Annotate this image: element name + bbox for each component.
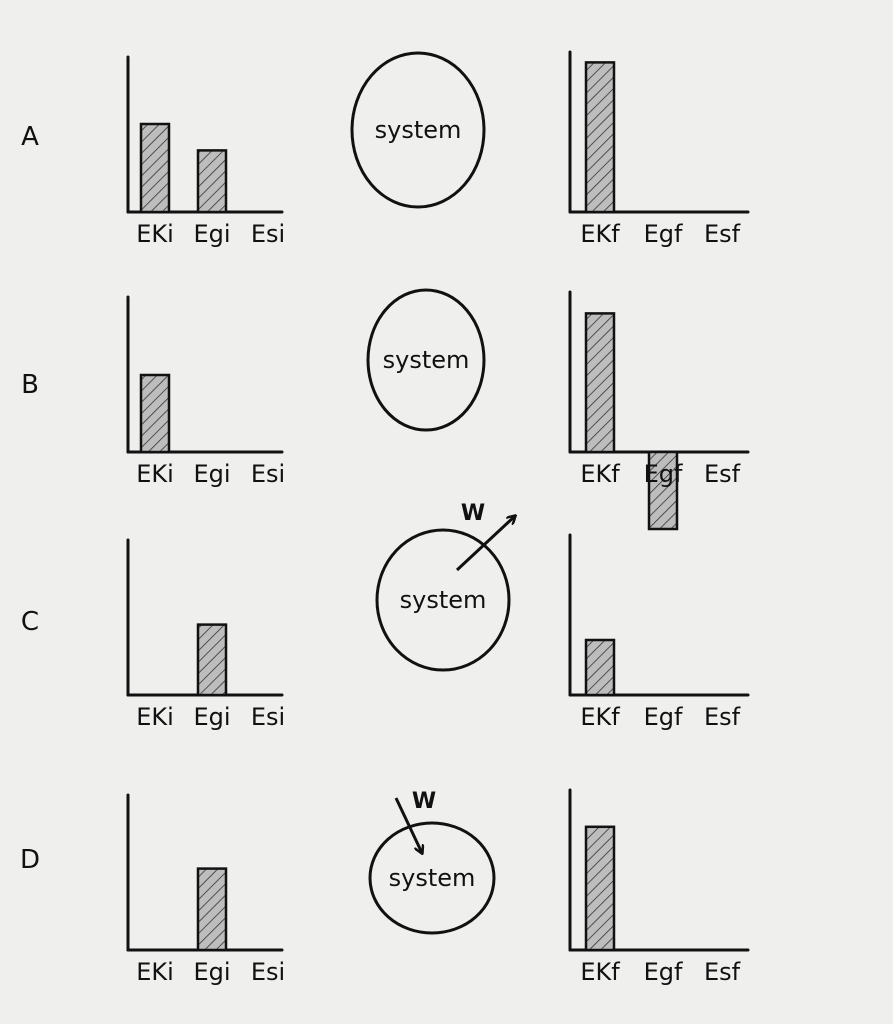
system-label: system — [383, 346, 470, 374]
tick-label: Egi — [193, 703, 230, 731]
tick-label: Egf — [644, 220, 683, 248]
system-label: system — [389, 864, 476, 892]
tick-label: EKf — [580, 220, 620, 248]
energy-chart-final: EKf Egf Esf — [568, 50, 750, 248]
tick-label: Esf — [704, 958, 741, 986]
tick-label: EKf — [580, 460, 620, 488]
tick-label: EKf — [580, 703, 620, 731]
row-label: A — [21, 122, 39, 152]
tick-label: Esi — [251, 703, 285, 731]
tick-label: EKi — [136, 958, 174, 986]
energy-bar — [584, 61, 616, 214]
energy-bar — [584, 638, 616, 697]
energy-chart-final: EKf Egf Esf — [568, 788, 750, 986]
tick-label: Egf — [644, 703, 683, 731]
tick-label: Esi — [251, 220, 285, 248]
tick-label: EKi — [136, 220, 174, 248]
energy-bar — [584, 312, 616, 454]
energy-chart-final: EKf Egf Esf — [568, 533, 750, 731]
system-circle — [350, 51, 486, 209]
energy-bar — [139, 373, 171, 454]
tick-label: EKi — [136, 703, 174, 731]
work-arrow — [455, 516, 515, 572]
tick-label: Egi — [193, 958, 230, 986]
tick-label: Esf — [704, 460, 741, 488]
work-arrow — [394, 797, 422, 853]
tick-label: Esi — [251, 460, 285, 488]
energy-bar — [584, 825, 616, 952]
system-circle — [375, 528, 511, 672]
tick-label: Esf — [704, 220, 741, 248]
tick-label: Esi — [251, 958, 285, 986]
system-circle — [368, 821, 496, 935]
tick-label: Egf — [644, 958, 683, 986]
tick-label: Egi — [193, 220, 230, 248]
tick-label: Egf — [644, 460, 683, 488]
row-label: C — [21, 607, 39, 637]
tick-label: Esf — [704, 703, 741, 731]
tick-label: EKi — [136, 460, 174, 488]
system-label: system — [375, 116, 462, 144]
work-label: W — [412, 789, 436, 814]
system-label: system — [400, 586, 487, 614]
energy-chart-final: EKf Egf Esf — [568, 290, 750, 531]
row-label: B — [21, 370, 39, 400]
system-circle — [366, 288, 486, 432]
energy-bar — [196, 623, 228, 697]
energy-bar — [196, 867, 228, 952]
energy-bar — [139, 122, 171, 214]
tick-label: EKf — [580, 958, 620, 986]
energy-chart-initial: EKi Egi Esi — [126, 295, 285, 488]
energy-chart-initial: EKi Egi Esi — [126, 55, 285, 248]
energy-chart-initial: EKi Egi Esi — [126, 793, 285, 986]
energy-chart-initial: EKi Egi Esi — [126, 538, 285, 731]
row-label: D — [20, 845, 40, 875]
work-label: W — [461, 501, 485, 526]
energy-bar — [196, 149, 228, 214]
energy-bar — [647, 450, 679, 531]
tick-label: Egi — [193, 460, 230, 488]
